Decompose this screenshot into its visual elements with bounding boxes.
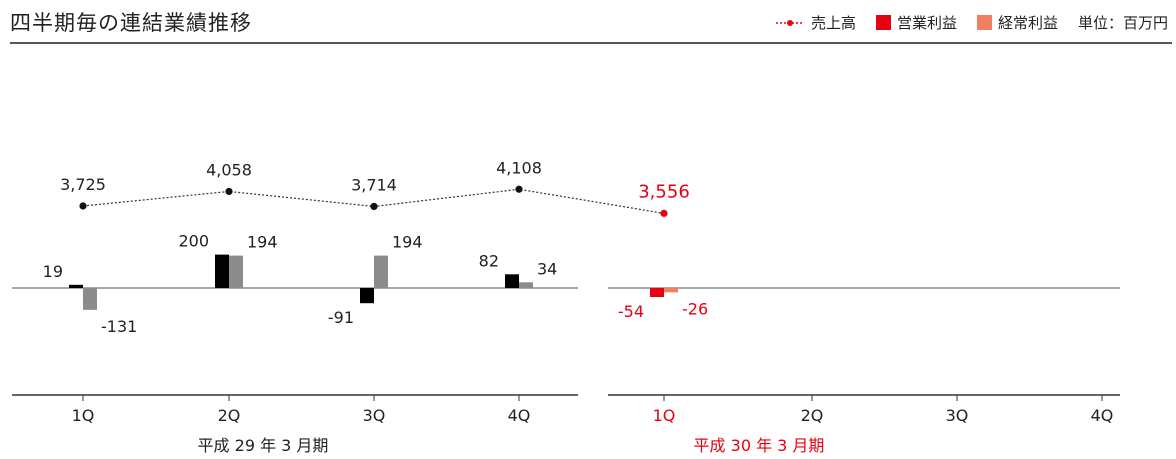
legend-unit: 単位：百万円 [1078,12,1168,33]
sales-point [225,187,233,196]
unit-label: 単位：百万円 [1077,14,1168,32]
operating-profit-label: 200 [178,232,209,251]
ordinary-profit-label: -131 [101,317,137,336]
x-tick-label: 1Q [72,406,95,425]
operating-profit-bar [505,274,519,288]
ordinary-profit-bar [229,255,243,288]
operating-profit-bar [650,288,664,298]
legend-sales: 売上高 [775,12,856,33]
x-tick-label: 4Q [508,406,531,425]
sales-point [515,185,523,193]
operating-profit-bar [360,288,374,304]
period-label: 平成 30 年 3 月期 [694,436,825,455]
legend-ordinary: 経常利益 [976,12,1058,33]
ordinary-profit-label: -26 [682,299,708,318]
x-tick-label: 3Q [946,406,969,425]
sales-label: 3,725 [60,175,106,194]
ordinary-profit-label: 34 [537,259,557,278]
sales-label: 3,714 [351,175,397,194]
sales-point [79,202,87,210]
legend-operating: 営業利益 [875,12,957,33]
x-tick-label: 2Q [801,406,824,425]
operating-profit-label: 82 [479,251,499,270]
ordinary-profit-bar [519,282,533,288]
legend-operating-label: 営業利益 [896,14,957,32]
x-tick-label: 2Q [218,406,241,425]
operating-profit-label: 19 [43,262,63,281]
x-tick-label: 3Q [363,406,386,425]
period-label: 平成 29 年 3 月期 [198,436,329,455]
sales-label: 4,108 [496,158,542,177]
ordinary-profit-bar [664,288,678,293]
sales-point [660,209,668,217]
ordinary-profit-label: 194 [247,233,278,252]
ordinary-profit-bar [83,288,97,310]
x-tick-label: 1Q [653,406,676,425]
legend-line-dot-icon [775,19,804,26]
sales-label: 3,556 [638,181,690,202]
operating-profit-bar [69,284,83,288]
operating-profit-label: -54 [618,302,644,321]
chart-legend: 売上高 営業利益 経常利益 単位：百万円 [755,12,1168,33]
operating-profit-label: -91 [328,308,354,327]
chart-title: 四半期毎の連結業績推移 [10,11,252,35]
legend-ordinary-swatch [976,15,992,30]
legend-operating-swatch [875,15,891,30]
ordinary-profit-label: 194 [392,233,423,252]
x-tick-label: 4Q [1091,406,1114,425]
operating-profit-bar [215,254,229,288]
sales-label: 4,058 [206,160,252,179]
legend-sales-label: 売上高 [810,14,856,32]
legend-ordinary-label: 経常利益 [997,14,1058,32]
ordinary-profit-bar [374,255,388,288]
sales-point [370,202,378,211]
